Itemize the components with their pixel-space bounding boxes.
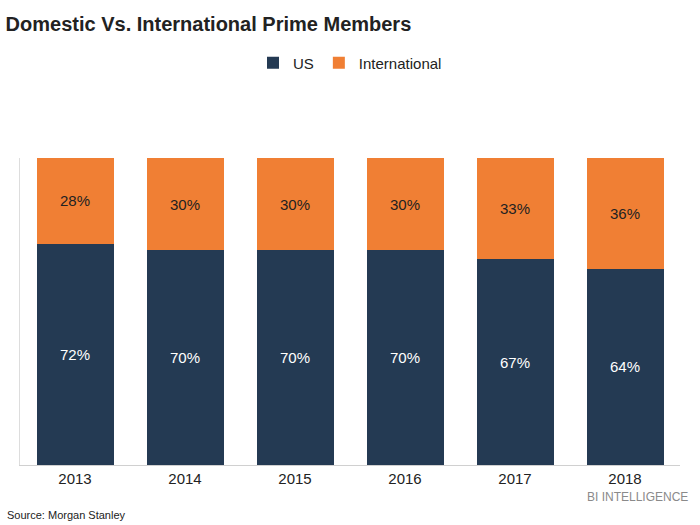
svg-text:International: International (359, 55, 442, 72)
svg-text:36%: 36% (610, 205, 640, 222)
svg-text:2013: 2013 (58, 470, 91, 487)
svg-text:US: US (293, 55, 314, 72)
svg-text:33%: 33% (500, 200, 530, 217)
svg-text:2014: 2014 (168, 470, 201, 487)
svg-text:2017: 2017 (498, 470, 531, 487)
svg-text:67%: 67% (500, 354, 530, 371)
svg-text:BI INTELLIGENCE: BI INTELLIGENCE (587, 490, 688, 504)
svg-text:28%: 28% (60, 192, 90, 209)
svg-text:Domestic Vs. International Pri: Domestic Vs. International Prime Members (6, 13, 412, 35)
svg-text:70%: 70% (390, 349, 420, 366)
svg-text:2018: 2018 (608, 470, 641, 487)
svg-text:Source: Morgan Stanley: Source: Morgan Stanley (7, 509, 126, 521)
svg-text:70%: 70% (170, 349, 200, 366)
svg-text:2015: 2015 (278, 470, 311, 487)
svg-text:30%: 30% (280, 196, 310, 213)
svg-text:30%: 30% (170, 196, 200, 213)
svg-text:70%: 70% (280, 349, 310, 366)
svg-text:72%: 72% (60, 346, 90, 363)
svg-text:64%: 64% (610, 358, 640, 375)
svg-text:30%: 30% (390, 196, 420, 213)
svg-text:2016: 2016 (388, 470, 421, 487)
